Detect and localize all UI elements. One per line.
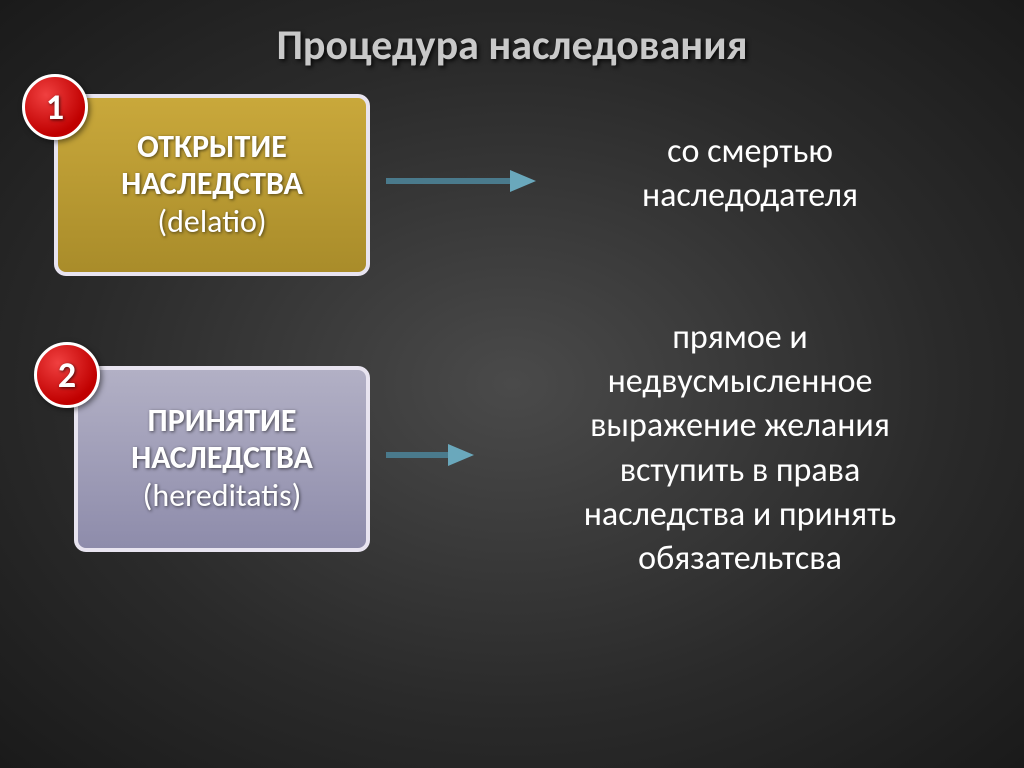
step-badge-2: 2 [34,342,100,408]
slide-title: Процедура наследования [0,20,1024,71]
arrow-2 [386,442,474,468]
step-box-2-main: ПРИНЯТИЕ НАСЛЕДСТВА [131,403,313,477]
step-box-1-main: ОТКРЫТИЕ НАСЛЕДСТВА [121,129,303,203]
step-description-1: со смертью наследодателя [540,130,960,218]
step-box-1-sub: (delatio) [157,202,266,241]
arrow-1 [386,168,536,194]
step-box-2-sub: (hereditatis) [143,476,302,515]
step-badge-1: 1 [22,74,88,140]
step-box-1: ОТКРЫТИЕ НАСЛЕДСТВА (delatio) [54,94,370,276]
step-description-2: прямое и недвусмысленное выражение желан… [470,316,1010,581]
step-box-2: ПРИНЯТИЕ НАСЛЕДСТВА (hereditatis) [74,366,370,552]
